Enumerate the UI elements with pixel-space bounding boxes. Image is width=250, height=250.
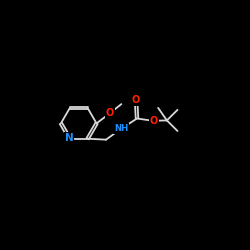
Text: O: O: [132, 95, 140, 105]
Text: NH: NH: [114, 124, 128, 133]
Text: O: O: [106, 108, 114, 118]
Text: N: N: [65, 133, 74, 143]
Text: O: O: [150, 116, 158, 126]
